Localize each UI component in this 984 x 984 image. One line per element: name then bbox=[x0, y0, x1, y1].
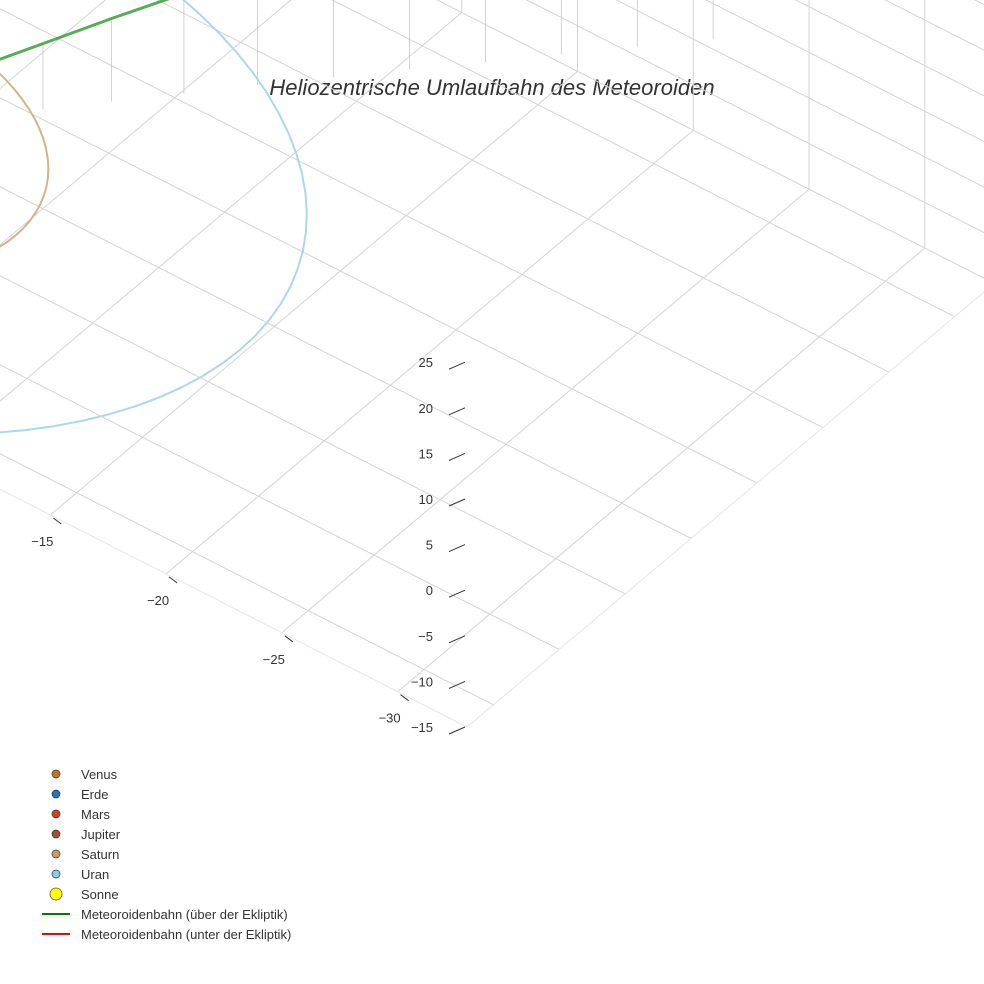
legend-label: Meteoroidenbahn (unter der Ekliptik) bbox=[81, 927, 291, 942]
legend-item: Sonne bbox=[49, 887, 119, 902]
floor-gridline-x bbox=[0, 12, 463, 402]
legend: Venus Erde Mars Jupiter Saturn Uran Sonne Meteo… bbox=[42, 767, 291, 942]
x-tick-label: −25 bbox=[263, 652, 285, 667]
orbit-uran bbox=[0, 0, 308, 434]
floor-gridline-x bbox=[397, 247, 926, 693]
z-tick-mark bbox=[448, 726, 466, 735]
legend-marker bbox=[51, 809, 61, 819]
wall-gridline-z bbox=[794, 0, 984, 97]
floor-gridline-y bbox=[331, 0, 955, 318]
x-tick-mark bbox=[52, 517, 62, 525]
legend-item: Meteoroidenbahn (unter der Ekliptik) bbox=[42, 927, 291, 942]
legend-item: Meteoroidenbahn (über der Ekliptik) bbox=[42, 907, 288, 922]
legend-marker bbox=[51, 829, 61, 839]
legend-item: Saturn bbox=[51, 847, 119, 862]
z-tick-label: −15 bbox=[411, 720, 433, 735]
legend-marker bbox=[51, 849, 61, 859]
legend-marker bbox=[51, 769, 61, 779]
z-tick-label: −5 bbox=[418, 629, 433, 644]
planet-orbits bbox=[0, 0, 308, 434]
floor-gridline-x bbox=[281, 188, 810, 634]
z-tick-label: 5 bbox=[426, 538, 433, 553]
tick-labels: −30−25−20−15−10−505−30−25−20−15−10−505−1… bbox=[31, 355, 466, 735]
floor-gridline-y bbox=[0, 8, 824, 429]
floor-gridline-y bbox=[0, 275, 626, 595]
pane-edge bbox=[466, 291, 984, 728]
z-tick-label: 20 bbox=[419, 401, 433, 416]
z-tick-mark bbox=[448, 589, 466, 598]
legend-sun-marker bbox=[49, 887, 63, 901]
x-tick-mark bbox=[284, 635, 294, 643]
z-tick-label: 0 bbox=[426, 583, 433, 598]
floor-gridline-x bbox=[0, 0, 106, 90]
z-tick-mark bbox=[448, 452, 466, 461]
z-tick-mark bbox=[448, 635, 466, 644]
x-tick-mark bbox=[168, 576, 178, 584]
legend-label: Saturn bbox=[81, 847, 119, 862]
legend-marker bbox=[51, 789, 61, 799]
legend-item: Mars bbox=[51, 807, 110, 822]
orbit-saturn bbox=[0, 72, 50, 248]
floor-gridline-y bbox=[0, 97, 758, 484]
z-tick-mark bbox=[448, 407, 466, 416]
floor-gridline-x bbox=[165, 129, 694, 575]
z-tick-label: −10 bbox=[411, 674, 433, 689]
legend-item: Uran bbox=[51, 867, 109, 882]
meteoroid-trajectory bbox=[0, 0, 170, 61]
x-tick-label: −30 bbox=[379, 711, 401, 726]
z-tick-mark bbox=[448, 498, 466, 507]
pane-edge bbox=[0, 488, 468, 728]
projection-lines bbox=[42, 0, 714, 110]
x-tick-mark bbox=[400, 694, 409, 702]
legend-label: Uran bbox=[81, 867, 109, 882]
wall-gridline-z bbox=[0, 0, 68, 210]
wall-gridline-z bbox=[436, 0, 984, 279]
floor-gridline-y bbox=[0, 186, 692, 539]
trajectory-segment bbox=[0, 0, 170, 61]
z-tick-mark bbox=[448, 361, 466, 370]
z-tick-label: 25 bbox=[419, 355, 433, 370]
legend-marker bbox=[51, 869, 61, 879]
z-tick-mark bbox=[448, 544, 466, 553]
z-tick-label: 15 bbox=[419, 446, 433, 461]
legend-label: Meteoroidenbahn (über der Ekliptik) bbox=[81, 907, 288, 922]
legend-label: Venus bbox=[81, 767, 118, 782]
floor-gridline-x bbox=[0, 0, 115, 279]
grid-lines bbox=[0, 0, 984, 728]
floor-gridline-y bbox=[0, 453, 494, 706]
legend-label: Mars bbox=[81, 807, 110, 822]
legend-item: Venus bbox=[51, 767, 118, 782]
legend-item: Erde bbox=[51, 787, 108, 802]
x-tick-label: −15 bbox=[31, 534, 53, 549]
wall-gridline-z bbox=[973, 0, 984, 6]
wall-gridline-z bbox=[0, 0, 68, 165]
x-tick-label: −20 bbox=[147, 593, 169, 608]
legend-label: Jupiter bbox=[81, 827, 121, 842]
legend-label: Erde bbox=[81, 787, 108, 802]
z-tick-mark bbox=[448, 680, 466, 689]
legend-label: Sonne bbox=[81, 887, 119, 902]
legend-item: Jupiter bbox=[51, 827, 121, 842]
floor-gridline-y bbox=[156, 0, 890, 373]
floor-gridline-x bbox=[0, 0, 292, 246]
floor-gridline-y bbox=[0, 364, 560, 650]
wall-gridline-z bbox=[884, 0, 984, 51]
wall-gridline-z bbox=[615, 0, 984, 188]
z-tick-label: 10 bbox=[419, 492, 433, 507]
floor-gridline-x bbox=[49, 71, 578, 516]
wall-gridline-z bbox=[525, 0, 984, 234]
chart-title: Heliozentrische Umlaufbahn des Meteoroid… bbox=[269, 75, 714, 100]
wall-gridline-z bbox=[704, 0, 984, 142]
